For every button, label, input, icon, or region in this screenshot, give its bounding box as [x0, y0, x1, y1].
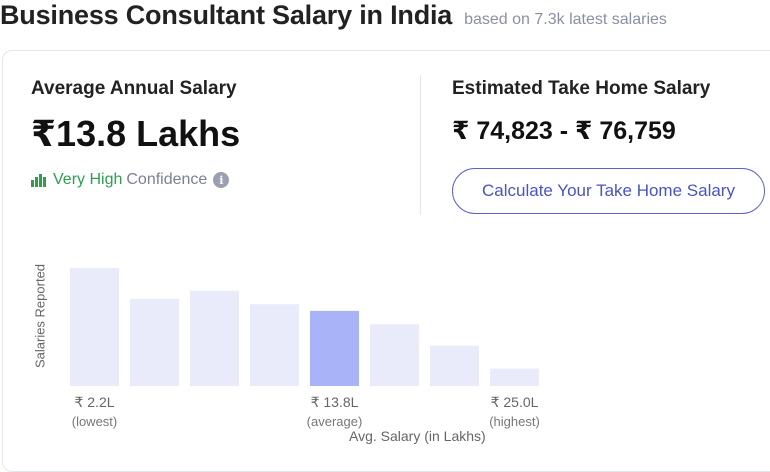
chart-bar-5: [310, 310, 359, 386]
confidence-word: Confidence: [126, 171, 208, 188]
confidence-indicator: Very High Confidence i: [31, 171, 230, 189]
confidence-level: Very High: [53, 171, 123, 188]
chart-bar-6: [370, 324, 419, 386]
tick-label-value: ₹ 25.0L: [491, 394, 539, 410]
calculate-take-home-button[interactable]: Calculate Your Take Home Salary: [452, 168, 765, 214]
chart-bar-3: [190, 290, 239, 386]
chart-bar-1: [70, 268, 119, 386]
chart-x-axis-label: Avg. Salary (in Lakhs): [349, 428, 486, 444]
vertical-divider: [420, 75, 421, 215]
info-icon[interactable]: i: [213, 172, 230, 188]
chart-bar-7: [430, 345, 479, 386]
chart-bar-2: [130, 298, 179, 386]
average-salary-label: Average Annual Salary: [31, 78, 237, 99]
average-salary-value: ₹13.8 Lakhs: [31, 113, 241, 154]
take-home-label: Estimated Take Home Salary: [452, 78, 711, 99]
salary-card: [2, 50, 770, 472]
tick-label-value: ₹ 2.2L: [74, 394, 114, 410]
chart-bar-8: [490, 368, 539, 386]
chart-bar-4: [250, 304, 299, 386]
tick-label-note: (average): [307, 414, 363, 429]
tick-label-value: ₹ 13.8L: [311, 394, 359, 410]
tick-label-note: (lowest): [72, 414, 118, 429]
page-title: Business Consultant Salary in India: [0, 0, 453, 30]
bar-chart-icon: [31, 173, 47, 187]
take-home-value: ₹ 74,823 - ₹ 76,759: [452, 117, 676, 145]
salary-distribution-chart: ₹ 2.2L (lowest) ₹ 13.8L (average) ₹ 25.0L (hi…: [70, 268, 540, 429]
page-subtitle: based on 7.3k latest salaries: [464, 11, 667, 28]
title-row: Business Consultant Salary in India base…: [0, 0, 667, 36]
tick-label-note: (highest): [489, 414, 540, 429]
